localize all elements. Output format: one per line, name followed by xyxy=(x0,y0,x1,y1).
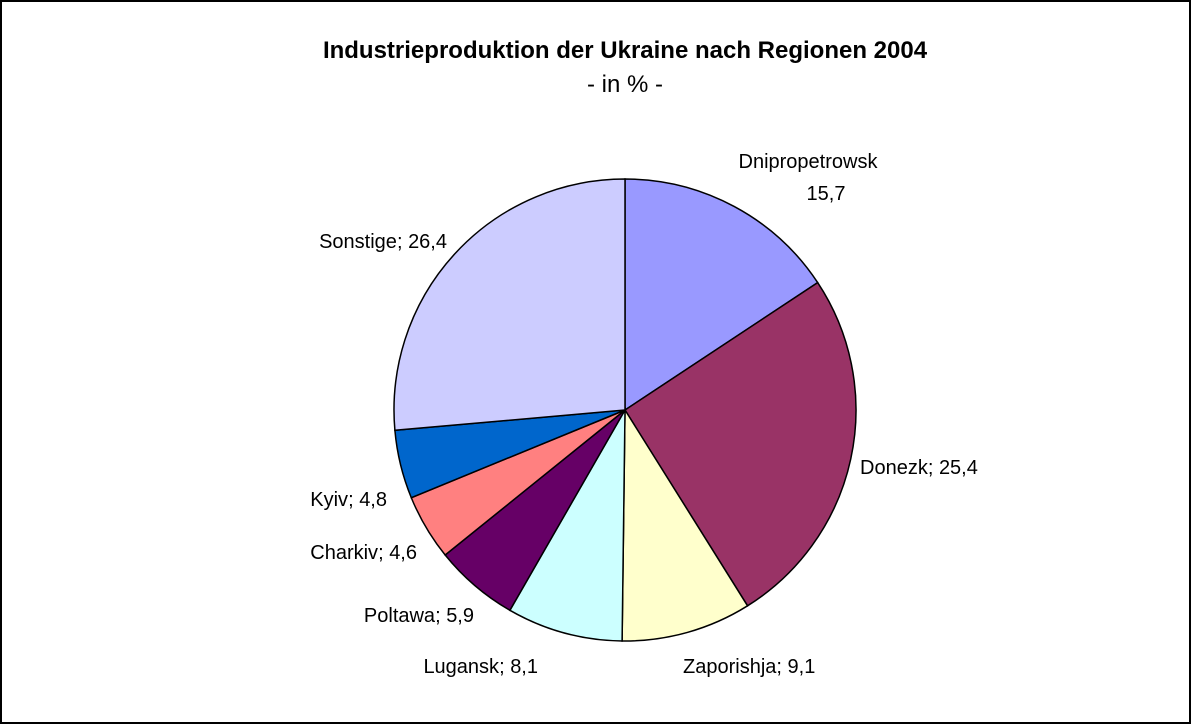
pie-slice xyxy=(621,407,749,642)
pie-slice xyxy=(508,407,626,642)
label-separator: ; xyxy=(435,605,446,627)
label-name: Zaporishja xyxy=(683,656,777,678)
pie-slice xyxy=(624,178,819,412)
label-name: Donezk xyxy=(860,457,929,479)
label-name: Poltawa xyxy=(364,605,436,627)
label-value: 25,4 xyxy=(939,457,978,479)
label-value: 15,7 xyxy=(807,183,846,205)
chart-title: Industrieproduktion der Ukraine nach Reg… xyxy=(323,37,928,64)
label-value: 26,4 xyxy=(408,231,447,253)
label-name: Sonstige xyxy=(319,231,397,253)
data-label: Zaporishja; 9,1 xyxy=(683,656,815,678)
data-label: Poltawa; 5,9 xyxy=(364,605,474,627)
data-label: Donezk; 25,4 xyxy=(860,457,978,479)
label-value: 4,6 xyxy=(389,542,417,564)
label-name: Charkiv xyxy=(310,542,378,564)
pie-slice xyxy=(393,178,626,432)
label-separator: ; xyxy=(348,489,359,511)
label-separator: ; xyxy=(397,231,408,253)
label-separator: ; xyxy=(378,542,389,564)
data-label: Sonstige; 26,4 xyxy=(319,231,447,253)
label-separator: ; xyxy=(499,656,510,678)
label-value: 5,9 xyxy=(446,605,474,627)
data-label: Lugansk; 8,1 xyxy=(423,656,538,678)
label-separator: ; xyxy=(928,457,939,479)
label-value: 8,1 xyxy=(510,656,538,678)
data-label: Dnipropetrowsk 15,7 xyxy=(739,151,879,205)
pie-slice xyxy=(623,281,857,607)
chart-subtitle: - in % - xyxy=(587,71,663,98)
label-separator: ; xyxy=(776,656,787,678)
label-value: 4,8 xyxy=(359,489,387,511)
label-name: Lugansk xyxy=(423,656,500,678)
data-label: Kyiv; 4,8 xyxy=(310,489,387,511)
label-value: 9,1 xyxy=(788,656,816,678)
label-name: Dnipropetrowsk xyxy=(739,151,879,173)
label-name: Kyiv xyxy=(310,489,348,511)
data-label: Charkiv; 4,6 xyxy=(310,542,417,564)
